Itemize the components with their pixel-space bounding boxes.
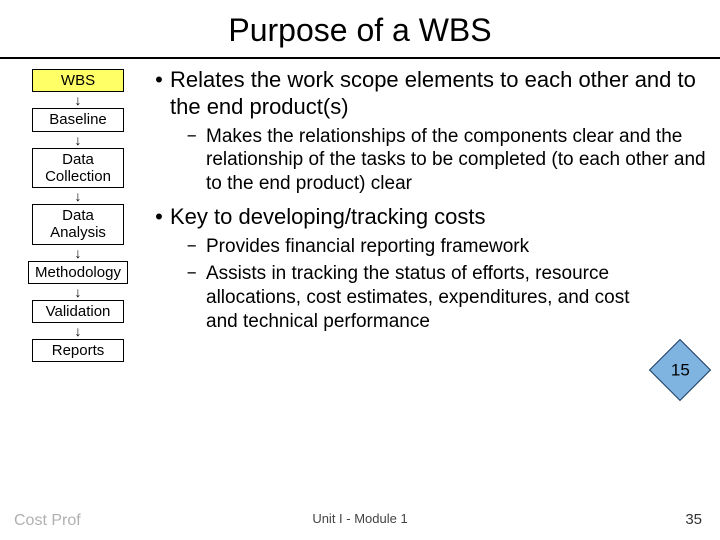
arrow-icon: ↓ bbox=[75, 133, 82, 147]
flow-box-wbs: WBS bbox=[32, 69, 124, 92]
arrow-icon: ↓ bbox=[75, 324, 82, 338]
flow-box-reports: Reports bbox=[32, 339, 124, 362]
flow-box-baseline: Baseline bbox=[32, 108, 124, 131]
bullet-l2: – Provides financial reporting framework bbox=[186, 235, 710, 259]
bullet-dash-icon: – bbox=[186, 125, 206, 149]
bullet-l1: • Key to developing/tracking costs bbox=[148, 204, 710, 231]
bullet-dot-icon: • bbox=[148, 204, 170, 231]
bullet-l1: • Relates the work scope elements to eac… bbox=[148, 67, 710, 121]
flow-box-data-analysis: DataAnalysis bbox=[32, 204, 124, 245]
bullet-text: Provides financial reporting framework bbox=[206, 235, 529, 259]
slide-title: Purpose of a WBS bbox=[0, 0, 720, 57]
bullet-l2: – Assists in tracking the status of effo… bbox=[186, 262, 710, 333]
footer-center: Unit I - Module 1 bbox=[0, 511, 720, 526]
flow-box-methodology: Methodology bbox=[28, 261, 128, 284]
bullet-text: Makes the relationships of the component… bbox=[206, 125, 710, 196]
bullet-text: Relates the work scope elements to each … bbox=[170, 67, 710, 121]
content-area: WBS ↓ Baseline ↓ DataCollection ↓ DataAn… bbox=[0, 65, 720, 362]
bullet-text: Assists in tracking the status of effort… bbox=[206, 262, 650, 333]
arrow-icon: ↓ bbox=[75, 93, 82, 107]
flow-sidebar: WBS ↓ Baseline ↓ DataCollection ↓ DataAn… bbox=[14, 65, 142, 362]
arrow-icon: ↓ bbox=[75, 246, 82, 260]
bullet-dash-icon: – bbox=[186, 235, 206, 259]
footer-right: 35 bbox=[685, 511, 702, 528]
bullet-dash-icon: – bbox=[186, 262, 206, 286]
main-content: • Relates the work scope elements to eac… bbox=[142, 65, 710, 362]
flow-box-data-collection: DataCollection bbox=[32, 148, 124, 189]
title-rule bbox=[0, 57, 720, 59]
flow-box-validation: Validation bbox=[32, 300, 124, 323]
arrow-icon: ↓ bbox=[75, 189, 82, 203]
bullet-dot-icon: • bbox=[148, 67, 170, 94]
bullet-text: Key to developing/tracking costs bbox=[170, 204, 486, 231]
arrow-icon: ↓ bbox=[75, 285, 82, 299]
diamond-label: 15 bbox=[671, 360, 690, 380]
bullet-l2: – Makes the relationships of the compone… bbox=[186, 125, 710, 196]
